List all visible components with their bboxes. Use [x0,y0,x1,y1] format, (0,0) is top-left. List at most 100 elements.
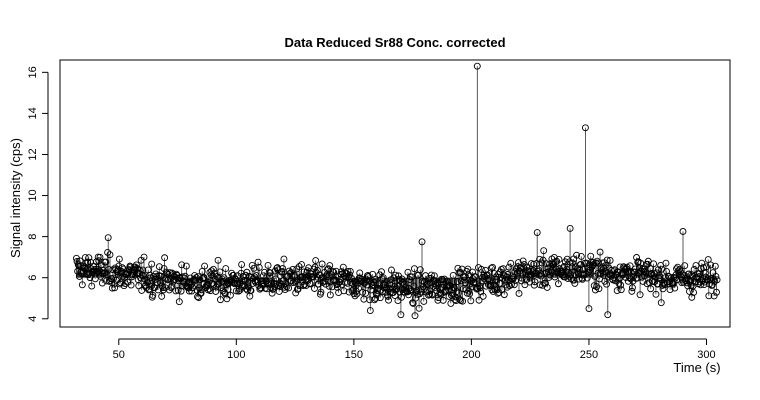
data-point [175,298,183,306]
data-point [446,282,454,290]
data-point [340,287,348,295]
data-point [378,275,386,283]
data-point [259,272,267,280]
data-point [542,260,550,268]
data-point [98,279,106,287]
data-point [366,307,374,315]
data-point [242,271,250,279]
data-point [254,258,262,266]
data-point [112,277,120,284]
data-point [154,279,162,286]
data-point [362,289,370,297]
data-point [483,271,491,279]
data-point [268,289,276,297]
data-point [439,296,447,304]
data-point [344,268,352,275]
data-point [195,294,203,301]
data-point [78,281,86,289]
data-point [712,272,720,280]
data-point [651,273,659,281]
y-tick-label: 14 [27,107,39,119]
data-point [243,268,251,276]
data-point [306,280,314,288]
data-point [707,261,715,269]
data-point [454,264,462,272]
data-point [278,268,286,276]
data-point [519,257,527,265]
data-point [244,279,252,287]
data-point [85,269,93,277]
data-point [100,267,107,274]
data-point [615,279,623,287]
data-point [679,228,687,235]
data-point [200,274,208,281]
data-point [669,280,677,288]
data-point [677,268,685,276]
x-axis-label: Time (s) [673,360,720,375]
data-point [178,261,186,269]
data-point [506,282,514,290]
data-point [477,265,485,273]
data-point [457,277,465,285]
data-point [546,271,554,279]
data-point [571,279,579,287]
data-point [323,271,331,279]
data-point [339,263,347,271]
y-tick-label: 6 [27,275,39,281]
data-point [425,291,432,299]
data-point [392,271,400,279]
data-point [346,271,354,279]
data-point [575,275,583,283]
data-point [293,265,301,273]
data-point [274,266,282,274]
data-point [356,269,364,277]
data-point [216,296,224,304]
data-point [85,254,93,262]
data-point [418,238,426,246]
data-point [158,292,166,300]
data-point [630,272,638,280]
data-point [480,271,488,279]
data-point [613,287,621,295]
data-point [595,285,603,293]
data-point [429,291,437,299]
data-point [473,62,481,70]
data-point [450,284,458,292]
x-tick-label: 300 [697,349,715,361]
data-point [127,281,135,289]
data-point [626,262,634,270]
data-point [592,259,600,267]
data-point [453,288,461,296]
data-point [517,277,525,285]
data-point [295,263,303,270]
data-point [482,266,489,274]
data-point [346,268,354,275]
data-point [416,266,424,274]
x-tick-label: 250 [580,349,598,361]
data-point [513,269,521,277]
data-point [528,271,536,279]
data-point [332,267,340,275]
data-point [244,286,251,294]
x-tick-label: 50 [113,349,125,361]
y-tick-label: 12 [27,148,39,160]
data-point [530,260,538,268]
data-point [606,256,614,264]
data-point [247,287,255,294]
data-point [428,290,436,298]
data-point [326,262,334,269]
y-tick-label: 4 [27,316,39,322]
data-point [279,265,287,273]
data-point [245,283,253,291]
data-point [713,288,720,296]
data-point [223,295,231,303]
data-point [537,272,545,280]
data-point [636,291,644,299]
data-point [209,265,217,273]
data-point [311,285,318,292]
data-point [543,284,551,291]
data-point [603,256,611,264]
data-point [205,285,213,293]
data-point [486,277,494,285]
data-point [139,266,147,274]
